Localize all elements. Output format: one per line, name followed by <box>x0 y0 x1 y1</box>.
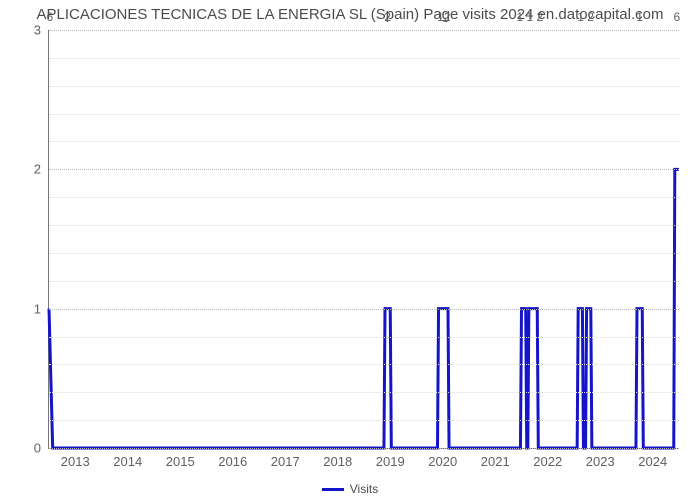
y-minor-gridline <box>49 364 679 365</box>
y-gridline <box>49 309 679 310</box>
y-minor-gridline <box>49 141 679 142</box>
secondary-x-label: 6 <box>46 10 53 24</box>
y-minor-gridline <box>49 58 679 59</box>
x-tick-label: 2013 <box>61 448 90 469</box>
x-tick-label: 2018 <box>323 448 352 469</box>
plot-area: 0123201320142015201620172018201920202021… <box>48 30 679 449</box>
secondary-x-label: 6 <box>674 10 681 24</box>
y-minor-gridline <box>49 420 679 421</box>
x-tick-label: 2022 <box>533 448 562 469</box>
y-minor-gridline <box>49 392 679 393</box>
y-gridline <box>49 448 679 449</box>
y-tick-label: 2 <box>34 162 49 177</box>
x-tick-label: 2015 <box>166 448 195 469</box>
y-minor-gridline <box>49 86 679 87</box>
y-minor-gridline <box>49 337 679 338</box>
x-tick-label: 2024 <box>638 448 667 469</box>
legend-swatch <box>322 488 344 491</box>
x-tick-label: 2016 <box>218 448 247 469</box>
x-tick-label: 2021 <box>481 448 510 469</box>
line-series <box>49 30 679 448</box>
chart-wrap: APLICACIONES TECNICAS DE LA ENERGIA SL (… <box>0 0 700 500</box>
y-gridline <box>49 169 679 170</box>
legend-label: Visits <box>350 482 378 496</box>
x-tick-label: 2023 <box>586 448 615 469</box>
secondary-x-label: 1 2 <box>577 10 594 24</box>
legend: Visits <box>0 482 700 496</box>
y-minor-gridline <box>49 197 679 198</box>
y-gridline <box>49 30 679 31</box>
secondary-x-label: 12 <box>437 10 450 24</box>
y-minor-gridline <box>49 114 679 115</box>
x-tick-label: 2020 <box>428 448 457 469</box>
x-tick-label: 2019 <box>376 448 405 469</box>
secondary-x-label: 1 1 2 <box>517 10 544 24</box>
secondary-x-label: 1 <box>636 10 643 24</box>
chart-title: APLICACIONES TECNICAS DE LA ENERGIA SL (… <box>0 6 700 23</box>
y-tick-label: 3 <box>34 23 49 38</box>
y-minor-gridline <box>49 225 679 226</box>
x-tick-label: 2014 <box>113 448 142 469</box>
secondary-x-label: 2 <box>384 10 391 24</box>
y-minor-gridline <box>49 281 679 282</box>
y-tick-label: 0 <box>34 441 49 456</box>
y-minor-gridline <box>49 253 679 254</box>
x-tick-label: 2017 <box>271 448 300 469</box>
y-tick-label: 1 <box>34 301 49 316</box>
